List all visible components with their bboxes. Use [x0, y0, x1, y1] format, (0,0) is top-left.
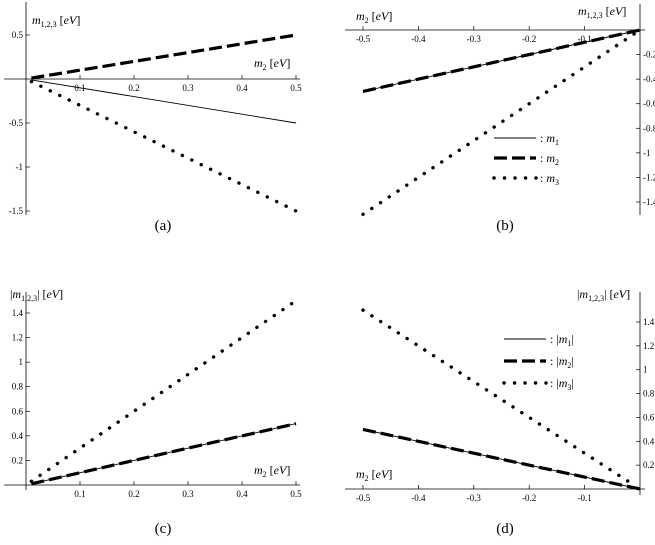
x-tick-label: 0.4	[236, 489, 248, 499]
y-tick-label: -1	[643, 148, 651, 158]
y-tick-label: 0.6	[12, 406, 24, 416]
y-tick-label: -0.5	[9, 118, 24, 128]
y-tick-label: -1	[16, 162, 24, 172]
series-line-dotted	[29, 299, 298, 483]
y-tick-label: 1.2	[643, 341, 654, 351]
x-tick-label: -0.5	[356, 34, 371, 44]
x-tick-label: 0.2	[128, 489, 139, 499]
y-tick-label: 0.8	[643, 389, 655, 399]
x-tick-label: -0.1	[577, 493, 591, 503]
panel-a: 0.1 0.2 0.3 0.4 0.50.5-0.5-1-1.5m1,2,3 [eV]m…	[4, 2, 302, 234]
x-axis-label: m2 [eV]	[254, 56, 290, 72]
y-tick-label: -1.2	[643, 172, 655, 182]
y-tick-label: 1.4	[643, 317, 655, 327]
y-tick-label: 1.4	[12, 308, 24, 318]
x-axis-label: m2 [eV]	[254, 463, 290, 479]
y-tick-label: -0.6	[643, 99, 655, 109]
x-tick-label: 0.2	[128, 83, 139, 93]
y-tick-label: -1.4	[643, 197, 655, 207]
x-tick-label: -0.2	[522, 34, 536, 44]
series-line-dotted	[361, 32, 637, 217]
legend-label: : |m2|	[550, 354, 574, 370]
legend-label: : m1	[540, 131, 559, 147]
x-tick-label: -0.5	[356, 493, 371, 503]
panel-d: -0.5 -0.4 -0.3 -0.2 -0.1 0.2 0.4 0.6 0.8 1 1.2 1.4 |…	[345, 287, 655, 537]
x-tick-label: -0.1	[577, 34, 591, 44]
x-tick-label: 0.3	[182, 83, 194, 93]
panel-caption: (b)	[496, 218, 514, 234]
y-tick-label: 0.2	[643, 460, 654, 470]
x-tick-label: -0.3	[467, 493, 482, 503]
y-tick-label: -0.4	[643, 74, 655, 84]
x-axis-label: m2 [eV]	[356, 467, 392, 483]
y-tick-label: 0.8	[12, 382, 24, 392]
legend-d: : |m1| : |m2| : |m3|	[502, 332, 574, 392]
x-axis-label: m2 [eV]	[356, 9, 392, 25]
panel-caption: (a)	[155, 218, 172, 234]
y-tick-label: 0.4	[12, 431, 24, 441]
x-tick-label: -0.2	[522, 493, 536, 503]
y-tick-label: 0.6	[643, 412, 655, 422]
panel-caption: (d)	[496, 521, 514, 537]
series-line-dotted	[361, 308, 637, 488]
y-tick-label: -1.5	[9, 206, 24, 216]
y-tick-label: -0.2	[643, 50, 655, 60]
x-tick-label: 0.5	[290, 83, 302, 93]
x-tick-label: 0.3	[182, 489, 194, 499]
y-tick-label: 0.4	[643, 436, 655, 446]
y-axis-label: |m1,2,3| [eV]	[577, 287, 630, 303]
series-line-dashed	[31, 422, 297, 486]
x-tick-label: 0.4	[236, 83, 248, 93]
y-axis-label: m1,2,3 [eV]	[32, 13, 80, 29]
y-axis-label: |m1,2,3| [eV]	[10, 287, 63, 303]
series-line-dashed	[31, 33, 297, 80]
legend-label: : m3	[540, 171, 559, 187]
series-line-dotted	[29, 79, 298, 213]
y-axis-label: m1,2,3 [eV]	[578, 4, 626, 20]
y-tick-label: 0.5	[12, 30, 24, 40]
legend-b: : m1 : m2 : m3	[492, 131, 559, 187]
y-tick-label: 1	[643, 365, 648, 375]
x-tick-label: -0.4	[411, 34, 426, 44]
y-tick-label: 0.2	[12, 455, 23, 465]
panel-b: -0.5 -0.4 -0.3 -0.2 -0.1 -0.2 -0.4 -0.6 -0.8 -1 -1…	[345, 4, 655, 234]
y-tick-label: -0.8	[643, 123, 655, 133]
legend-label: : |m1|	[550, 332, 574, 348]
legend-label: : |m3|	[550, 376, 574, 392]
x-tick-label: 0.5	[290, 489, 302, 499]
series-line-dashed	[362, 28, 641, 93]
panel-caption: (c)	[155, 521, 172, 537]
y-tick-label: 1.2	[12, 333, 23, 343]
series-line-dashed	[362, 427, 641, 491]
x-tick-label: -0.4	[411, 493, 426, 503]
legend-label: : m2	[540, 151, 559, 167]
panel-c: 0.1 0.2 0.3 0.4 0.5 0.2 0.4 0.6 0.8 1 1.2 1.4 |m1,2,…	[4, 287, 302, 537]
y-tick-label: 1	[19, 357, 24, 367]
x-tick-label: -0.3	[467, 34, 482, 44]
x-tick-label: 0.1	[74, 489, 85, 499]
series-line-solid	[31, 79, 297, 124]
